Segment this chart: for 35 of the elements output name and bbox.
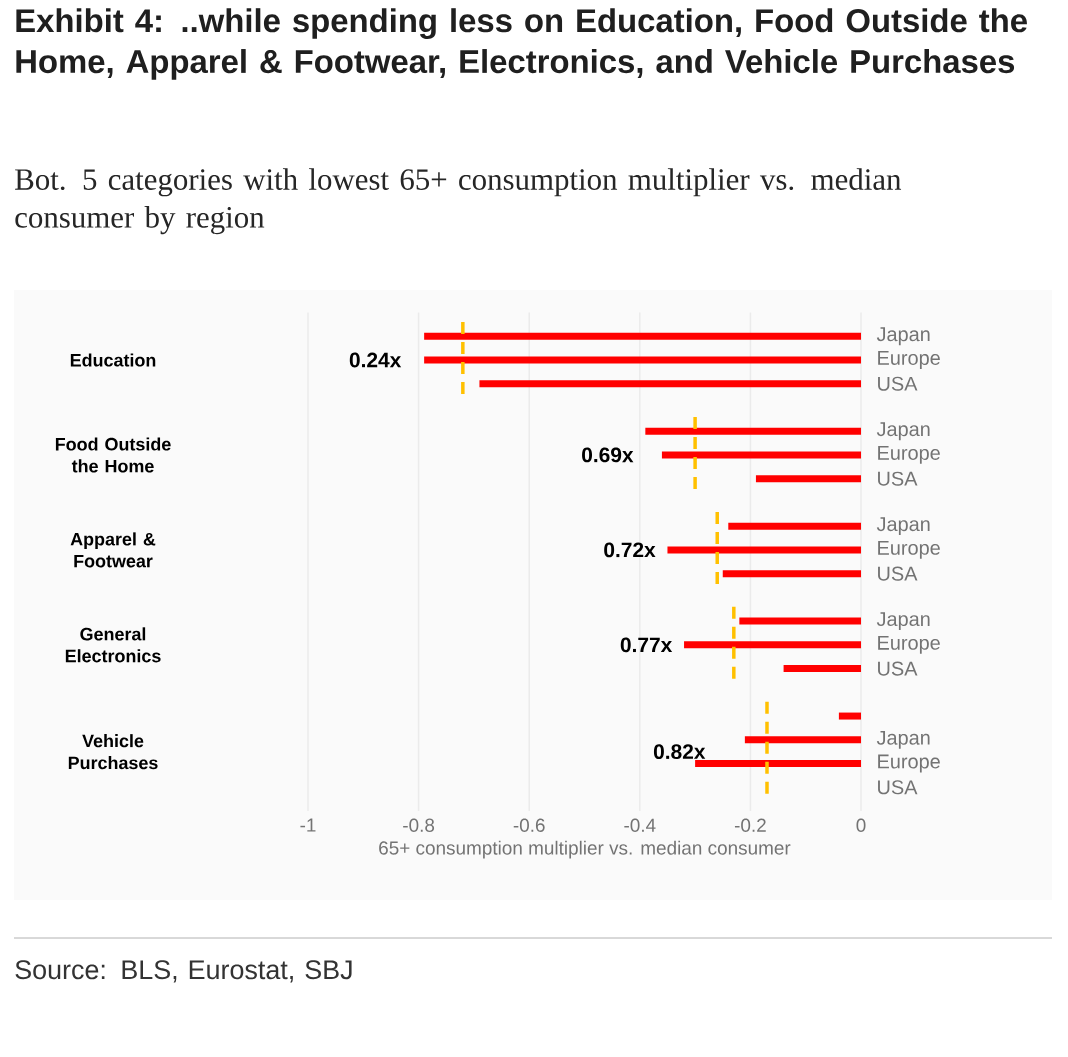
- x-tick-label: -0.8: [403, 818, 435, 832]
- ref-line-label: 0.69x: [582, 447, 634, 463]
- text: General Electronics: [65, 627, 161, 663]
- y-tick-label: USA: [878, 661, 918, 676]
- y-tick-label: USA: [878, 566, 918, 581]
- ref-line-label: 0.82x: [653, 744, 706, 760]
- x-axis-title: 65+ consumption multiplier vs. median consumer: [379, 840, 791, 859]
- y-tick-label: Europe: [878, 635, 940, 654]
- y-tick-label: USA: [878, 376, 918, 391]
- y-tick-label: Japan: [876, 612, 930, 631]
- text: Vehicle Purchases: [68, 734, 158, 770]
- text: Food Outside the Home: [55, 437, 171, 473]
- x-tick-label: -0.6: [513, 818, 545, 832]
- chart-title: Exhibit 4: ..while spending less on Education, Food Outside the Home, Apparel & Footwear, Electronics, and Vehicle Purchases: [16, 8, 1027, 80]
- y-tick-label: Japan: [876, 517, 930, 536]
- text: Apparel & Footwear: [70, 532, 156, 568]
- y-tick-label: Japan: [876, 730, 930, 749]
- y-tick-label: Europe: [878, 540, 940, 559]
- y-tick-label: USA: [878, 780, 918, 795]
- text: Education: [70, 353, 156, 367]
- y-tick-label: Japan: [876, 327, 930, 346]
- y-tick-label: USA: [878, 471, 918, 486]
- chart-subtitle: Bot. 5 categories with lowest 65+ consumption multiplier vs. median consumer by region: [15, 168, 902, 235]
- y-tick-label: Europe: [878, 351, 940, 369]
- x-tick-label: 0: [856, 818, 866, 832]
- x-tick-label: -0.2: [734, 818, 766, 832]
- y-tick-label: Japan: [876, 422, 930, 441]
- y-tick-label: Europe: [878, 446, 940, 464]
- ref-line-label: 0.77x: [620, 637, 673, 653]
- x-tick-label: -0.4: [624, 818, 656, 832]
- source-note: Source: BLS, Eurostat, SBJ: [15, 960, 352, 983]
- x-tick-label: -1: [300, 818, 316, 832]
- ref-line-label: 0.24x: [349, 352, 402, 368]
- y-tick-label: Europe: [878, 754, 940, 773]
- ref-line-label: 0.72x: [604, 542, 656, 558]
